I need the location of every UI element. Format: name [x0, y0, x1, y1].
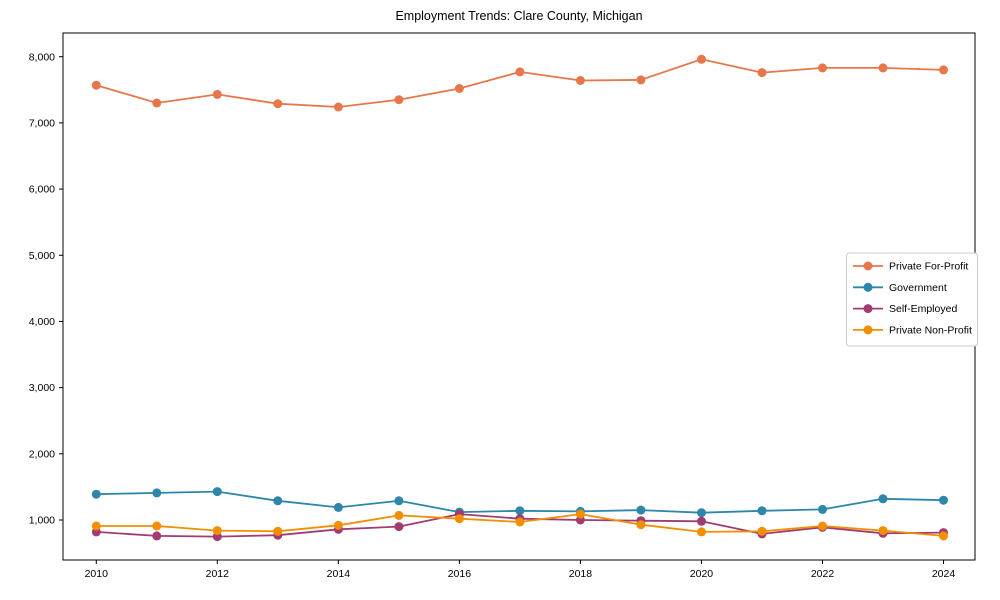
legend-label-private-non-profit: Private Non-Profit	[889, 325, 972, 337]
x-tick-label: 2018	[569, 568, 593, 580]
legend-label-self-employed: Self-Employed	[889, 303, 957, 315]
data-point-government	[333, 502, 343, 512]
legend: Private For-Profit Government Self-Employe…	[846, 252, 978, 347]
data-point-private-non-profit	[697, 527, 706, 537]
data-point-government	[757, 506, 767, 516]
data-point-government	[818, 504, 827, 514]
x-tick-label: 2022	[811, 568, 835, 580]
data-point-private-for-profit	[757, 68, 767, 78]
data-point-government	[878, 494, 888, 504]
data-point-private-for-profit	[394, 95, 404, 105]
series-line-private-for-profit	[96, 58, 944, 108]
x-tick-label: 2024	[932, 568, 956, 580]
data-point-government	[515, 506, 525, 516]
series-private-for-profit	[91, 54, 948, 112]
y-tick-label: 2,000	[29, 448, 55, 460]
data-point-government	[939, 495, 948, 505]
legend-label-private-for-profit: Private For-Profit	[889, 261, 968, 273]
data-point-government	[91, 489, 101, 499]
data-point-private-non-profit	[394, 510, 404, 520]
data-point-private-non-profit	[273, 526, 283, 536]
y-tick-label: 6,000	[29, 184, 55, 196]
x-tick-label: 2014	[327, 568, 351, 580]
data-point-government	[152, 488, 162, 498]
data-point-private-non-profit	[454, 514, 464, 524]
y-tick-label: 4,000	[29, 316, 55, 328]
y-tick-label: 5,000	[29, 250, 55, 262]
y-tick-label: 3,000	[29, 382, 55, 394]
data-point-private-non-profit	[939, 531, 948, 541]
data-point-private-for-profit	[636, 75, 646, 85]
data-point-private-for-profit	[697, 54, 706, 64]
x-tick-label: 2010	[85, 568, 109, 580]
legend-label-government: Government	[889, 282, 947, 294]
x-tick-label: 2020	[690, 568, 714, 580]
data-point-private-for-profit	[575, 76, 585, 85]
data-point-private-non-profit	[333, 520, 343, 530]
data-point-government	[636, 505, 646, 515]
data-point-self-employed	[152, 531, 162, 541]
data-point-government	[273, 496, 283, 506]
data-point-private-for-profit	[818, 63, 827, 73]
data-point-private-for-profit	[454, 84, 464, 93]
data-point-private-non-profit	[878, 526, 888, 536]
data-point-private-for-profit	[273, 99, 283, 109]
data-point-private-for-profit	[212, 89, 222, 99]
data-point-private-for-profit	[878, 63, 888, 73]
y-tick-label: 8,000	[29, 51, 55, 63]
data-point-private-non-profit	[818, 521, 827, 531]
data-point-private-non-profit	[636, 520, 646, 530]
legend-marker-government	[863, 282, 873, 292]
data-point-government	[394, 496, 404, 506]
y-tick-label: 7,000	[29, 117, 55, 129]
series-government	[91, 487, 948, 518]
plot-border	[62, 32, 976, 561]
data-point-private-non-profit	[91, 521, 101, 531]
data-point-self-employed	[394, 522, 404, 532]
data-point-private-for-profit	[515, 67, 525, 77]
data-point-private-non-profit	[212, 526, 222, 536]
legend-marker-self-employed	[863, 304, 873, 314]
data-point-government	[212, 487, 222, 497]
data-point-government	[697, 508, 706, 518]
legend-marker-private-for-profit	[863, 261, 873, 271]
data-point-private-for-profit	[333, 102, 343, 112]
data-point-private-non-profit	[152, 521, 162, 531]
data-point-private-non-profit	[757, 526, 767, 536]
data-point-private-for-profit	[152, 98, 162, 108]
series-private-non-profit	[91, 509, 948, 541]
y-tick-label: 1,000	[29, 515, 55, 527]
data-point-private-non-profit	[515, 517, 525, 527]
data-point-self-employed	[697, 516, 706, 526]
data-point-private-for-profit	[91, 80, 101, 90]
x-tick-label: 2016	[448, 568, 472, 580]
legend-marker-private-non-profit	[863, 325, 873, 335]
chart-title: Employment Trends: Clare County, Michiga…	[395, 9, 643, 23]
data-point-private-for-profit	[939, 65, 948, 75]
legend-box	[846, 252, 978, 347]
x-tick-label: 2012	[206, 568, 230, 580]
data-point-private-non-profit	[575, 509, 585, 519]
